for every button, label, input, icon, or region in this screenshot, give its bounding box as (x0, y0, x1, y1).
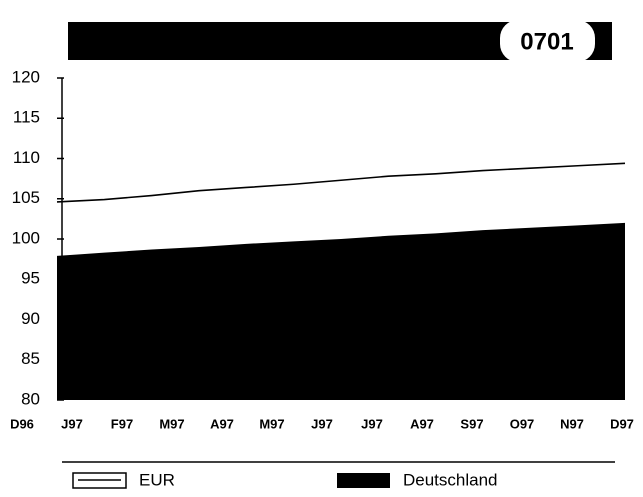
y-tick-label: 105 (12, 188, 40, 207)
x-tick-label: D96 (10, 416, 34, 431)
y-tick-label: 95 (21, 269, 40, 288)
y-tick-label: 110 (13, 148, 40, 167)
x-tick-label: O97 (510, 416, 535, 431)
x-tick-label: D97 (610, 416, 634, 431)
y-tick-label: 120 (12, 67, 40, 86)
x-tick-label: M97 (159, 416, 184, 431)
y-tick-label: 80 (21, 389, 40, 408)
badge-text: 0701 (520, 28, 573, 55)
y-tick-label: 90 (21, 309, 40, 328)
x-tick-label: F97 (111, 416, 133, 431)
legend-label: EUR (139, 470, 175, 489)
x-tick-label: J97 (61, 416, 83, 431)
y-tick-label: 100 (12, 228, 40, 247)
y-tick-label: 85 (21, 349, 40, 368)
x-tick-label: A97 (210, 416, 234, 431)
legend-label: Deutschland (403, 470, 498, 489)
area (57, 222, 625, 400)
legend-swatch (337, 473, 390, 488)
x-tick-label: S97 (460, 416, 483, 431)
x-tick-label: J97 (311, 416, 333, 431)
x-tick-label: N97 (560, 416, 584, 431)
y-tick-label: 115 (13, 108, 40, 127)
x-tick-label: J97 (361, 416, 383, 431)
x-tick-label: A97 (410, 416, 434, 431)
badge (500, 20, 595, 62)
line (56, 162, 626, 203)
x-tick-label: M97 (259, 416, 284, 431)
